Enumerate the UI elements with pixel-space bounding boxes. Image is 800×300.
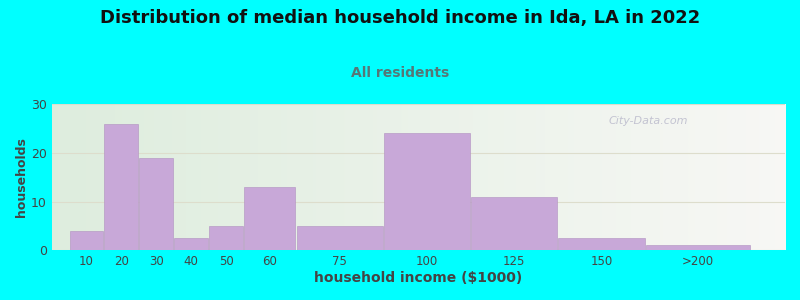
Bar — [139, 158, 174, 250]
Bar — [297, 226, 383, 250]
Bar — [174, 238, 208, 250]
Bar — [105, 124, 138, 250]
X-axis label: household income ($1000): household income ($1000) — [314, 271, 522, 285]
Bar — [558, 238, 645, 250]
Text: City-Data.com: City-Data.com — [609, 116, 689, 126]
Bar — [646, 245, 750, 250]
Bar — [471, 197, 558, 250]
Text: All residents: All residents — [351, 66, 449, 80]
Text: Distribution of median household income in Ida, LA in 2022: Distribution of median household income … — [100, 9, 700, 27]
Bar — [244, 187, 295, 250]
Bar — [384, 133, 470, 250]
Y-axis label: households: households — [15, 137, 28, 217]
Bar — [70, 231, 103, 250]
Bar — [210, 226, 243, 250]
